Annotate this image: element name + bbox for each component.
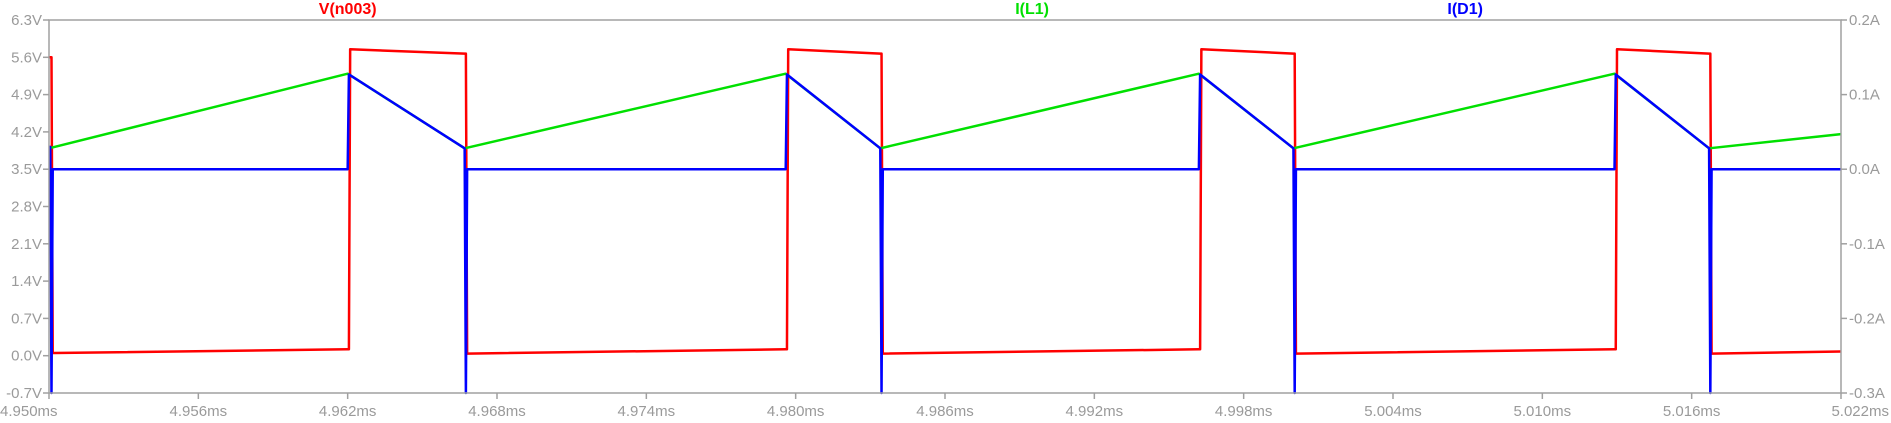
y-left-tick-label: 5.6V bbox=[11, 49, 42, 66]
y-right-tick-label: 0.0A bbox=[1849, 161, 1880, 178]
x-tick-label: 5.004ms bbox=[1364, 403, 1422, 420]
x-tick-label: 4.992ms bbox=[1066, 403, 1124, 420]
y-right-tick-label: -0.2A bbox=[1849, 310, 1885, 327]
trace-v-n003 bbox=[49, 48, 1842, 355]
y-left-tick-label: 0.7V bbox=[11, 310, 42, 327]
axis-ticks: 4.950ms 4.956ms 4.962ms 4.968ms 4.974ms 4.980… bbox=[0, 12, 1889, 420]
x-tick-label: 4.974ms bbox=[618, 403, 676, 420]
trace-label-i-d1: I(D1) bbox=[1447, 1, 1483, 18]
y-right-tick-label: 0.1A bbox=[1849, 87, 1880, 104]
x-tick-label: 4.998ms bbox=[1215, 403, 1273, 420]
y-left-tick-label: 1.4V bbox=[11, 273, 42, 290]
y-right-tick-label: -0.1A bbox=[1849, 236, 1885, 253]
x-tick-label: 4.968ms bbox=[468, 403, 526, 420]
y-right-tick-label: -0.3A bbox=[1849, 385, 1885, 402]
y-left-tick-label: 2.1V bbox=[11, 236, 42, 253]
y-left-tick-label: 0.0V bbox=[11, 348, 42, 365]
x-tick-label: 5.010ms bbox=[1514, 403, 1572, 420]
y-left-tick-label: 6.3V bbox=[11, 12, 42, 29]
y-left-tick-label: 4.2V bbox=[11, 124, 42, 141]
x-tick-label: 5.016ms bbox=[1663, 403, 1721, 420]
x-tick-label: 4.962ms bbox=[319, 403, 377, 420]
x-tick-label: 5.022ms bbox=[1831, 403, 1889, 420]
x-tick-label: 4.980ms bbox=[767, 403, 825, 420]
y-right-tick-label: 0.2A bbox=[1849, 12, 1880, 29]
trace-label-v-n003: V(n003) bbox=[319, 1, 377, 18]
y-left-tick-label: 3.5V bbox=[11, 161, 42, 178]
trace-labels: V(n003) I(L1) I(D1) bbox=[319, 1, 1483, 18]
plot-area-background bbox=[49, 20, 1841, 393]
trace-label-i-l1: I(L1) bbox=[1015, 1, 1049, 18]
y-left-tick-label: 4.9V bbox=[11, 87, 42, 104]
x-tick-label: 4.986ms bbox=[916, 403, 974, 420]
y-left-tick-label: 2.8V bbox=[11, 199, 42, 216]
x-tick-label: 4.956ms bbox=[170, 403, 228, 420]
y-left-tick-label: -0.7V bbox=[6, 385, 42, 402]
x-tick-label: 4.950ms bbox=[0, 403, 58, 420]
